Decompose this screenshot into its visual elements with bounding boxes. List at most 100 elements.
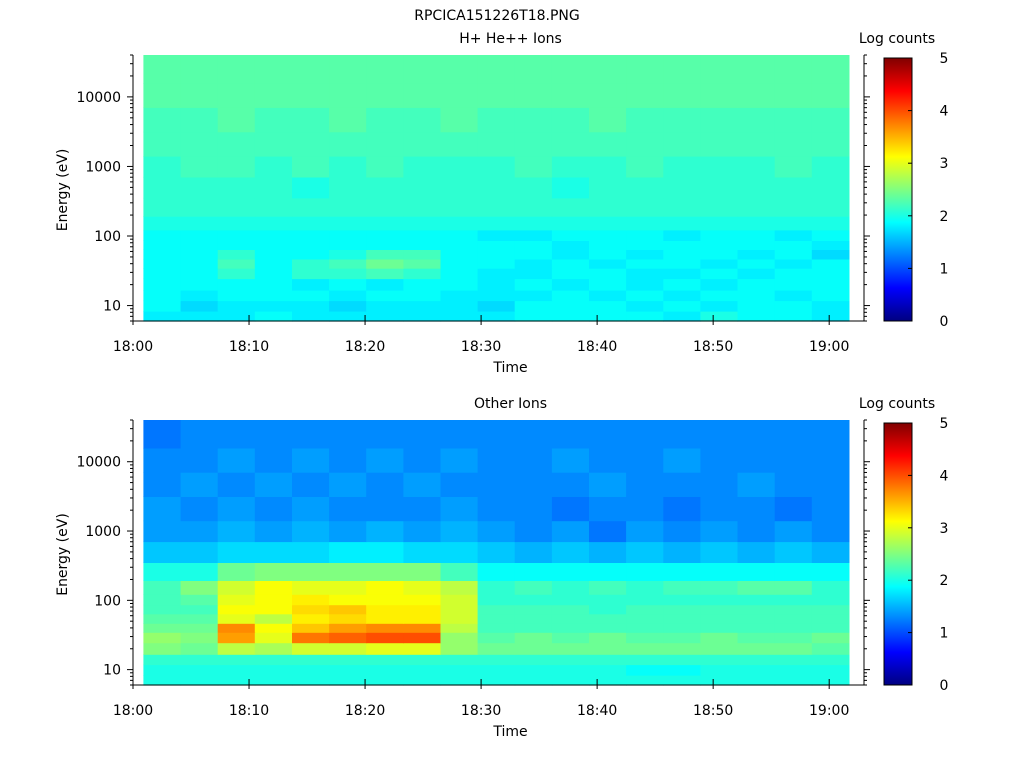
heatmap-cell xyxy=(551,300,590,312)
heatmap-cell xyxy=(477,216,516,231)
heatmap-cell xyxy=(811,55,850,84)
heatmap-cell xyxy=(329,632,367,644)
heatmap-cell xyxy=(440,131,479,157)
heatmap-cell xyxy=(329,290,367,302)
heatmap-cell xyxy=(292,311,330,322)
heatmap-cell xyxy=(700,642,739,655)
heatmap-cell xyxy=(737,580,776,595)
x-tick-label: 18:40 xyxy=(577,703,617,719)
heatmap-cell xyxy=(700,496,739,522)
heatmap-cell xyxy=(403,664,442,676)
heatmap-cell xyxy=(180,472,219,497)
heatmap-cell xyxy=(477,472,516,497)
heatmap-cell xyxy=(440,675,479,686)
heatmap-cell xyxy=(477,278,516,291)
heatmap-cell xyxy=(811,311,850,322)
heatmap-cell xyxy=(514,249,553,260)
heatmap-cell xyxy=(366,594,404,606)
heatmap-cell xyxy=(440,55,479,84)
heatmap-cell xyxy=(403,562,442,581)
heatmap-cell xyxy=(366,520,404,543)
panels: H+ He++ Ions 18:00 18:10 18:20 18:30 18:40 18:… xyxy=(55,31,949,740)
heatmap-cell xyxy=(514,594,553,606)
colorbar-tick-label: 2 xyxy=(940,573,949,589)
x-tick-label: 18:20 xyxy=(345,703,385,719)
heatmap-cell xyxy=(514,268,553,280)
heatmap-cell xyxy=(403,613,442,624)
heatmap-cell xyxy=(180,268,219,280)
heatmap-cell xyxy=(254,300,293,312)
heatmap-cell xyxy=(626,131,664,157)
heatmap-cell xyxy=(737,613,776,624)
heatmap-cell xyxy=(143,55,182,84)
heatmap-cell xyxy=(551,604,590,615)
heatmap-cell xyxy=(366,604,404,615)
heatmap-cell xyxy=(663,249,701,260)
heatmap-cell xyxy=(217,472,256,497)
heatmap-cell xyxy=(626,258,664,269)
heatmap-cell xyxy=(551,664,590,676)
heatmap-cell xyxy=(514,156,553,178)
heatmap-cell xyxy=(440,240,479,250)
heatmap-cell xyxy=(292,55,330,84)
heatmap-cell xyxy=(366,229,404,241)
heatmap-cell xyxy=(700,268,739,280)
heatmap-cell xyxy=(663,613,701,624)
heatmap-cell xyxy=(737,447,776,473)
heatmap-cell xyxy=(217,290,256,302)
heatmap-cell xyxy=(477,664,516,676)
heatmap-cell xyxy=(366,300,404,312)
heatmap-cell xyxy=(440,107,479,133)
colorbar-gradient xyxy=(883,422,913,686)
heatmap-cell xyxy=(180,623,219,633)
heatmap-cell xyxy=(329,562,367,581)
y-tick-label: 100 xyxy=(94,593,121,609)
heatmap-cell xyxy=(403,268,442,280)
heatmap-cell xyxy=(700,83,739,108)
heatmap-cell xyxy=(774,664,813,676)
heatmap-cell xyxy=(774,290,813,302)
heatmap-cell xyxy=(329,156,367,178)
heatmap-cell xyxy=(292,654,330,666)
heatmap-cell xyxy=(626,420,664,449)
heatmap-cell xyxy=(143,594,182,606)
axes-frame xyxy=(132,55,865,322)
heatmap-cell xyxy=(700,107,739,133)
heatmap-cell xyxy=(329,176,367,199)
heatmap-cell xyxy=(737,604,776,615)
heatmap-cell xyxy=(477,520,516,543)
heatmap-cell xyxy=(180,613,219,624)
heatmap-cell xyxy=(737,258,776,269)
heatmap-cell xyxy=(589,216,627,231)
heatmap-cell xyxy=(254,229,293,241)
heatmap-cell xyxy=(737,594,776,606)
x-tick-label: 18:30 xyxy=(461,339,501,355)
heatmap-cell xyxy=(440,447,479,473)
heatmap-cell xyxy=(477,642,516,655)
heatmap-cell xyxy=(551,632,590,644)
heatmap-cell xyxy=(551,131,590,157)
heatmap-cell xyxy=(329,447,367,473)
heatmap-cell xyxy=(514,176,553,199)
heatmap-cell xyxy=(774,642,813,655)
heatmap-cell xyxy=(774,520,813,543)
heatmap-cell xyxy=(551,520,590,543)
heatmap-cell xyxy=(180,156,219,178)
heatmap-cell xyxy=(811,156,850,178)
heatmap-cell xyxy=(663,107,701,133)
heatmap-cell xyxy=(180,632,219,644)
heatmap-cell xyxy=(329,131,367,157)
heatmap-cell xyxy=(143,623,182,633)
heatmap-cell xyxy=(254,623,293,633)
heatmap-cell xyxy=(329,613,367,624)
heatmap-cell xyxy=(403,594,442,606)
heatmap-cell xyxy=(737,83,776,108)
heatmap-cell xyxy=(774,613,813,624)
heatmap-cell xyxy=(366,580,404,595)
heatmap-cell xyxy=(292,496,330,522)
heatmap-cell xyxy=(811,580,850,595)
heatmap-cell xyxy=(626,197,664,217)
heatmap-cell xyxy=(440,229,479,241)
heatmap-cell xyxy=(217,675,256,686)
